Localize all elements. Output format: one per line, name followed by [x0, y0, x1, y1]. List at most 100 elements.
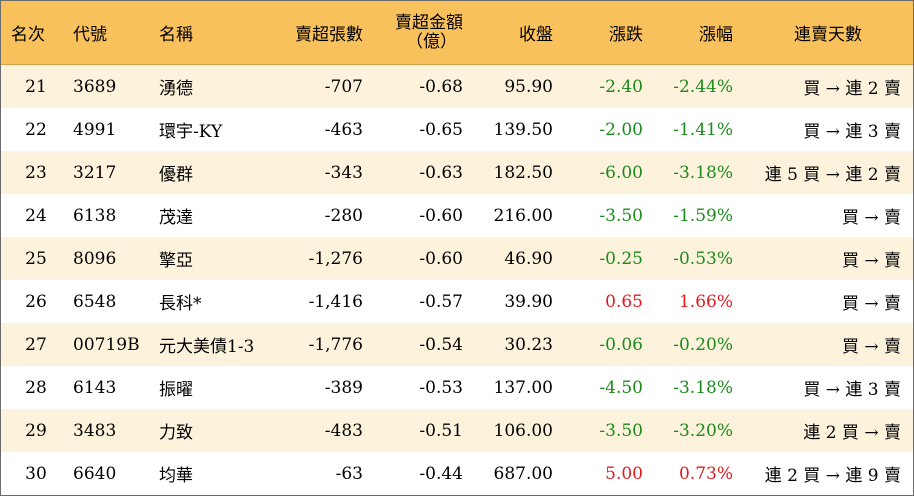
header-sell-amount-label: 賣超金額 [395, 12, 463, 33]
cell-rank: 28 [25, 377, 47, 398]
cell-close: 46.90 [504, 248, 553, 269]
cell-name: 茂達 [159, 208, 193, 228]
cell-change: -3.50 [599, 420, 643, 441]
cell-change: 0.65 [605, 291, 643, 312]
cell-sell-amount: -0.63 [419, 162, 463, 183]
table-row[interactable]: 23 3217 優群 -343 -0.63 182.50 -6.00 -3.18% 連 5 買 … [1, 151, 913, 194]
header-name[interactable]: 名稱 [159, 25, 193, 45]
cell-sell-amount: -0.68 [419, 76, 463, 97]
cell-sell-streak: 連 2 買 → 賣 [803, 423, 901, 443]
cell-sell-streak: 買 → 連 3 賣 [803, 380, 901, 400]
cell-sell-amount: -0.53 [419, 377, 463, 398]
cell-close: 39.90 [504, 291, 553, 312]
header-change-pct[interactable]: 漲幅 [699, 25, 733, 45]
cell-sell-shares: -280 [324, 205, 363, 226]
cell-rank: 22 [25, 119, 47, 140]
cell-sell-amount: -0.54 [419, 334, 463, 355]
cell-change-pct: -2.44% [673, 76, 733, 97]
cell-sell-streak: 連 5 買 → 連 2 賣 [764, 165, 901, 185]
table-row[interactable]: 27 00719B 元大美債1-3 -1,776 -0.54 30.23 -0.06 -0.2… [1, 323, 913, 366]
cell-rank: 26 [25, 291, 47, 312]
cell-change: -2.40 [599, 76, 643, 97]
header-change[interactable]: 漲跌 [609, 25, 643, 45]
cell-sell-amount: -0.44 [419, 463, 463, 484]
cell-sell-shares: -1,276 [308, 248, 363, 269]
cell-sell-streak: 買 → 賣 [841, 337, 901, 357]
table-row[interactable]: 21 3689 湧德 -707 -0.68 95.90 -2.40 -2.44% 買 → 連 2… [1, 65, 913, 108]
cell-name: 優群 [159, 165, 193, 185]
header-close[interactable]: 收盤 [519, 25, 553, 45]
cell-name: 均華 [159, 466, 193, 486]
cell-name: 振曜 [159, 380, 193, 400]
cell-change-pct: -0.20% [673, 334, 733, 355]
cell-change-pct: 1.66% [678, 291, 733, 312]
table-row[interactable]: 25 8096 擎亞 -1,276 -0.60 46.90 -0.25 -0.53% 買 → 賣 [1, 237, 913, 280]
table-row[interactable]: 26 6548 長科* -1,416 -0.57 39.90 0.65 1.66% 買 → 賣 [1, 280, 913, 323]
cell-change: 5.00 [605, 463, 643, 484]
table-row[interactable]: 28 6143 振曜 -389 -0.53 137.00 -4.50 -3.18% 買 → 連 … [1, 366, 913, 409]
cell-name: 擎亞 [159, 251, 193, 271]
cell-sell-amount: -0.57 [419, 291, 463, 312]
cell-name: 湧德 [159, 79, 193, 99]
cell-close: 139.50 [493, 119, 553, 140]
cell-sell-streak: 買 → 連 3 賣 [803, 122, 901, 142]
cell-change-pct: -0.53% [673, 248, 733, 269]
cell-code: 3689 [73, 76, 117, 97]
cell-sell-shares: -483 [324, 420, 363, 441]
header-sell-streak[interactable]: 連賣天數 [794, 25, 862, 45]
cell-rank: 25 [25, 248, 47, 269]
cell-close: 182.50 [493, 162, 553, 183]
cell-change-pct: -3.18% [673, 162, 733, 183]
cell-sell-streak: 買 → 賣 [841, 208, 901, 228]
cell-sell-shares: -389 [324, 377, 363, 398]
cell-name: 環宇-KY [159, 122, 223, 142]
header-sell-amount-unit: （億） [406, 31, 457, 52]
cell-rank: 30 [25, 463, 47, 484]
cell-change: -2.00 [599, 119, 643, 140]
cell-change: -4.50 [599, 377, 643, 398]
cell-sell-amount: -0.65 [419, 119, 463, 140]
table-row[interactable]: 22 4991 環宇-KY -463 -0.65 139.50 -2.00 -1.41% 買 →… [1, 108, 913, 151]
cell-code: 6640 [73, 463, 117, 484]
cell-rank: 23 [25, 162, 47, 183]
cell-sell-shares: -1,416 [308, 291, 363, 312]
cell-code: 6138 [73, 205, 117, 226]
cell-name: 元大美債1-3 [159, 337, 255, 357]
cell-change-pct: -3.18% [673, 377, 733, 398]
header-rank[interactable]: 名次 [11, 25, 45, 45]
cell-change: -0.25 [599, 248, 643, 269]
cell-close: 106.00 [493, 420, 553, 441]
header-sell-amount[interactable]: 賣超金額 （億） [369, 1, 463, 64]
cell-rank: 29 [25, 420, 47, 441]
cell-code: 8096 [73, 248, 117, 269]
cell-rank: 21 [25, 76, 47, 97]
cell-sell-shares: -63 [335, 463, 363, 484]
cell-sell-shares: -1,776 [308, 334, 363, 355]
table-row[interactable]: 30 6640 均華 -63 -0.44 687.00 5.00 0.73% 連 2 買 → 連… [1, 452, 913, 495]
table-header: 名次 代號 名稱 賣超張數 賣超金額 （億） 收盤 漲跌 漲幅 連賣天數 [1, 1, 913, 65]
cell-rank: 24 [25, 205, 47, 226]
cell-change-pct: 0.73% [678, 463, 733, 484]
cell-sell-streak: 買 → 連 2 賣 [803, 79, 901, 99]
cell-code: 4991 [73, 119, 117, 140]
cell-name: 長科* [159, 294, 202, 314]
cell-code: 6143 [73, 377, 117, 398]
cell-sell-shares: -463 [324, 119, 363, 140]
header-sell-shares[interactable]: 賣超張數 [295, 25, 363, 45]
cell-sell-streak: 買 → 賣 [841, 251, 901, 271]
cell-rank: 27 [25, 334, 47, 355]
table-row[interactable]: 24 6138 茂達 -280 -0.60 216.00 -3.50 -1.59% 買 → 賣 [1, 194, 913, 237]
table-row[interactable]: 29 3483 力致 -483 -0.51 106.00 -3.50 -3.20% 連 2 買 … [1, 409, 913, 452]
cell-sell-streak: 買 → 賣 [841, 294, 901, 314]
cell-close: 30.23 [504, 334, 553, 355]
cell-sell-amount: -0.60 [419, 248, 463, 269]
cell-change: -0.06 [599, 334, 643, 355]
header-code[interactable]: 代號 [73, 25, 107, 45]
cell-change-pct: -1.41% [673, 119, 733, 140]
cell-sell-streak: 連 2 買 → 連 9 賣 [764, 466, 901, 486]
cell-change-pct: -3.20% [673, 420, 733, 441]
cell-name: 力致 [159, 423, 193, 443]
cell-sell-amount: -0.60 [419, 205, 463, 226]
cell-close: 95.90 [504, 76, 553, 97]
